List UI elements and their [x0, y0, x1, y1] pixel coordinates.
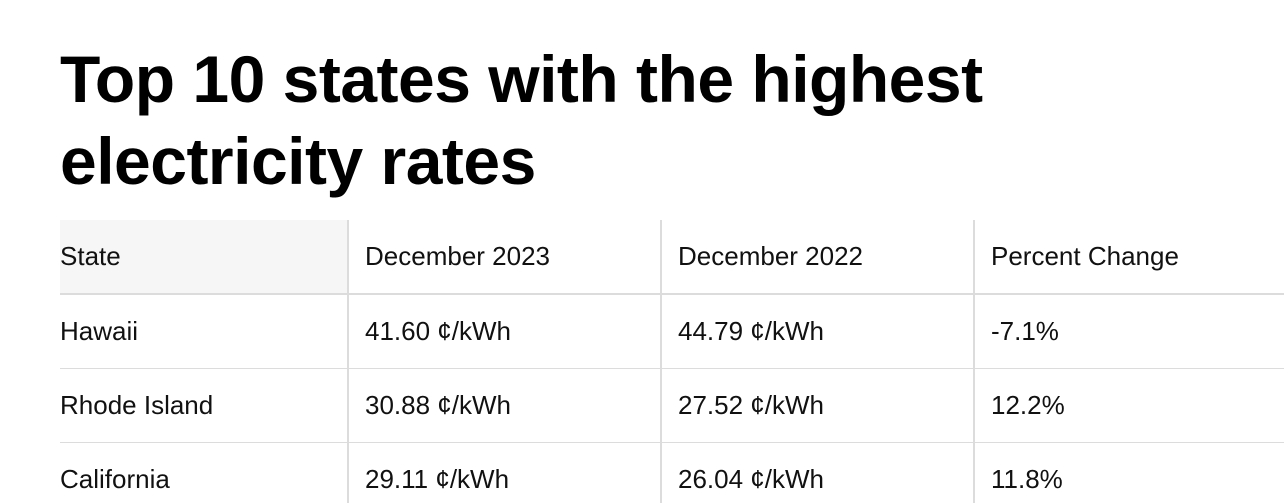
percent-change-cell: 12.2%	[973, 368, 1284, 443]
rate-2022-cell: 44.79 ¢/kWh	[660, 294, 974, 369]
rate-2022-cell: 27.52 ¢/kWh	[660, 368, 974, 443]
electricity-rates-table: State December 2023 December 2022 Percen…	[60, 220, 1284, 503]
table-row: Rhode Island 30.88 ¢/kWh 27.52 ¢/kWh 12.…	[60, 368, 1284, 443]
table-body: Hawaii 41.60 ¢/kWh 44.79 ¢/kWh -7.1% Rho…	[60, 294, 1284, 503]
column-header-percent-change: Percent Change	[973, 220, 1284, 295]
table-header-row: State December 2023 December 2022 Percen…	[60, 220, 1284, 295]
state-cell: Hawaii	[60, 294, 348, 369]
rate-2023-cell: 41.60 ¢/kWh	[347, 294, 661, 369]
percent-change-cell: 11.8%	[973, 442, 1284, 503]
rate-2022-cell: 26.04 ¢/kWh	[660, 442, 974, 503]
state-cell: California	[60, 442, 348, 503]
percent-change-cell: -7.1%	[973, 294, 1284, 369]
rate-2023-cell: 30.88 ¢/kWh	[347, 368, 661, 443]
column-header-december-2022: December 2022	[660, 220, 974, 295]
table-row: California 29.11 ¢/kWh 26.04 ¢/kWh 11.8%	[60, 442, 1284, 503]
table-header: State December 2023 December 2022 Percen…	[60, 220, 1284, 295]
column-header-december-2023: December 2023	[347, 220, 661, 295]
column-header-state: State	[60, 220, 348, 295]
page-title: Top 10 states with the highest electrici…	[60, 42, 983, 198]
table-row: Hawaii 41.60 ¢/kWh 44.79 ¢/kWh -7.1%	[60, 294, 1284, 369]
state-cell: Rhode Island	[60, 368, 348, 443]
rate-2023-cell: 29.11 ¢/kWh	[347, 442, 661, 503]
